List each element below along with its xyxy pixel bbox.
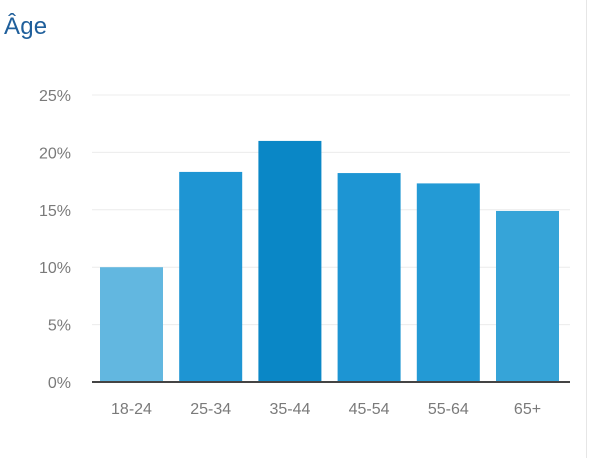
bar-25-34[interactable] (179, 171, 243, 382)
y-tick-label: 15% (39, 203, 71, 220)
y-tick-label: 10% (39, 260, 71, 277)
y-tick-label: 25% (39, 88, 71, 105)
grid-layer (92, 94, 570, 326)
labels-layer: 0% 5% 10% 15% 20% 25% 18-24 25-34 35-44 45-54 55-6… (39, 88, 541, 418)
panel-divider (586, 0, 587, 458)
x-tick-label: 35-44 (269, 401, 310, 418)
x-tick-label: 45-54 (349, 401, 390, 418)
x-tick-label: 65+ (514, 401, 541, 418)
x-tick-label: 25-34 (190, 401, 231, 418)
y-tick-label: 5% (48, 318, 71, 335)
y-tick-label: 0% (48, 375, 71, 392)
x-tick-label: 55-64 (428, 401, 469, 418)
bar-35-44[interactable] (258, 140, 322, 382)
bar-18-24[interactable] (100, 267, 163, 382)
bars-layer (100, 140, 559, 382)
bar-45-54[interactable] (337, 173, 401, 382)
bar-65+[interactable] (496, 210, 559, 382)
y-tick-label: 20% (39, 145, 71, 162)
chart-title: Âge (4, 13, 48, 40)
x-tick-label: 18-24 (111, 401, 152, 418)
bar-55-64[interactable] (416, 183, 480, 382)
